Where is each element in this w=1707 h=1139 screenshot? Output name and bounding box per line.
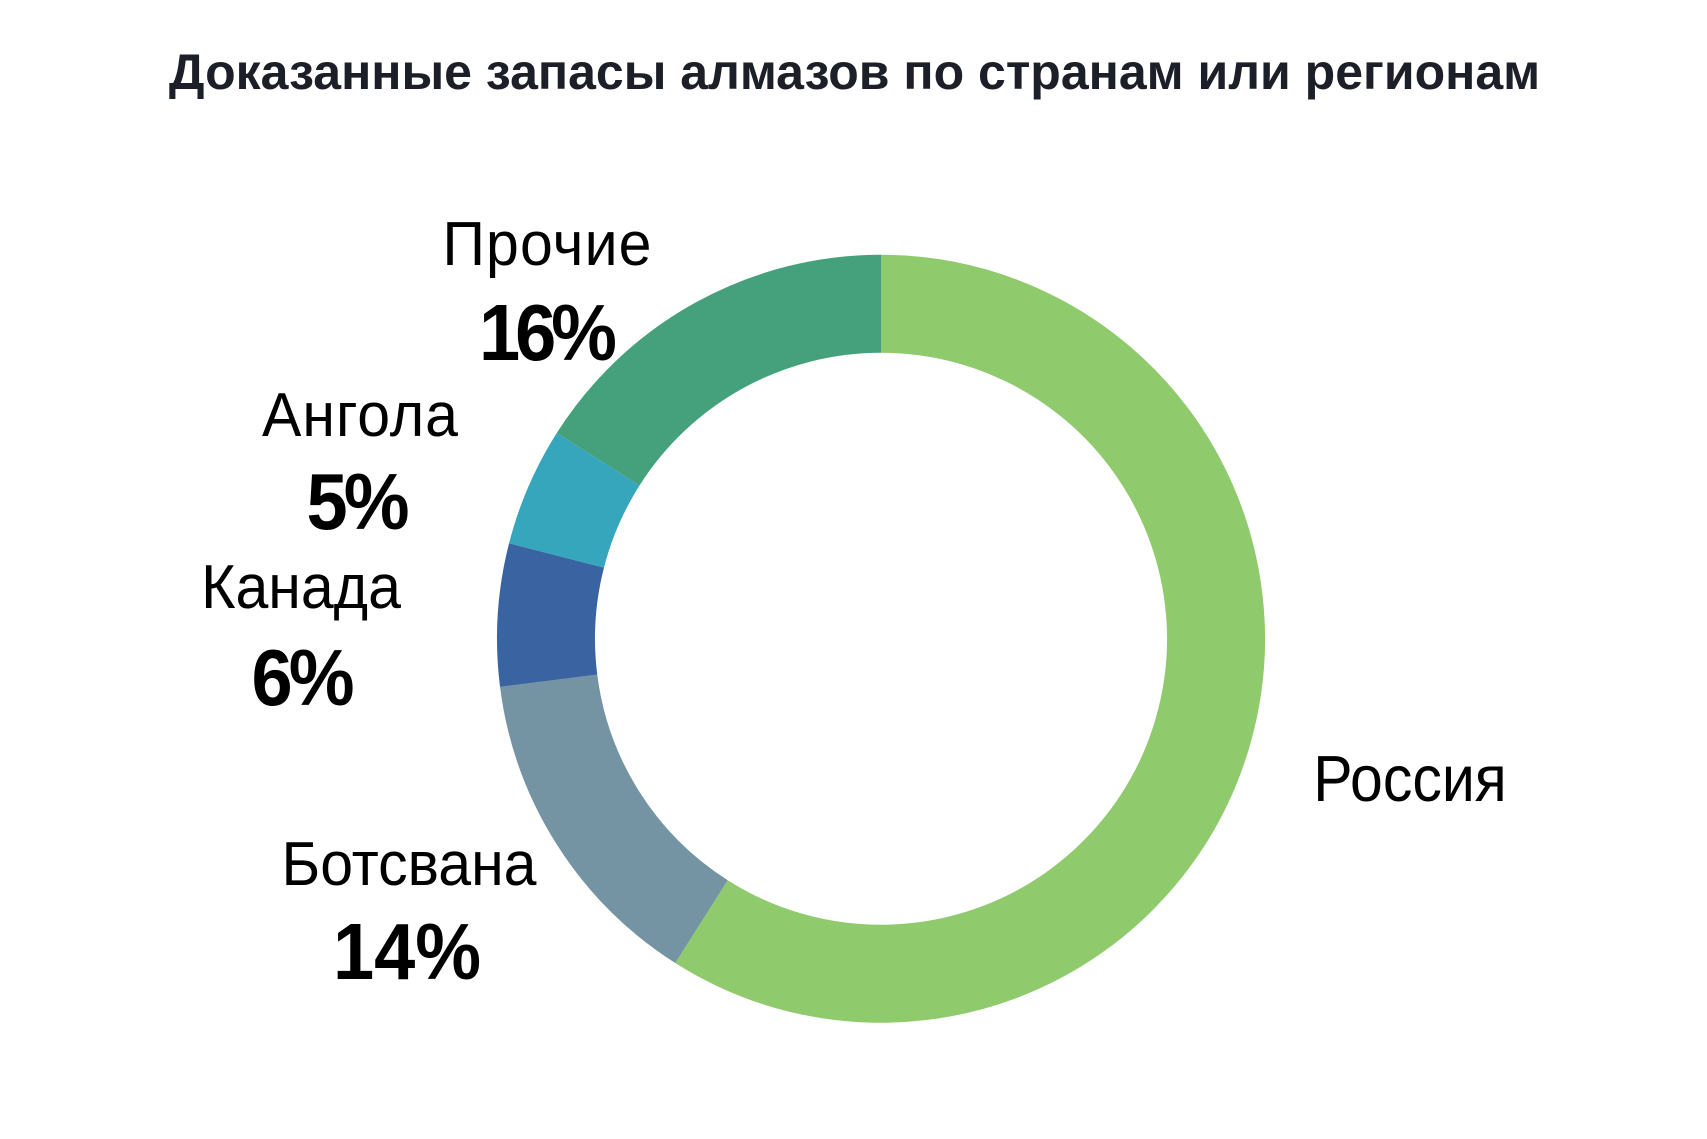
svg-text:16%: 16% bbox=[479, 288, 617, 377]
svg-text:Прочие: Прочие bbox=[443, 208, 652, 278]
svg-text:Доказанные запасы алмазов по с: Доказанные запасы алмазов по странам или… bbox=[169, 44, 1540, 100]
svg-text:Ботсвана: Ботсвана bbox=[282, 828, 537, 898]
svg-text:14%: 14% bbox=[333, 907, 481, 996]
svg-text:Канада: Канада bbox=[201, 551, 401, 621]
svg-text:6%: 6% bbox=[252, 633, 355, 722]
svg-text:Ангола: Ангола bbox=[262, 379, 458, 449]
svg-text:Россия: Россия bbox=[1313, 743, 1506, 815]
svg-text:5%: 5% bbox=[307, 457, 410, 546]
